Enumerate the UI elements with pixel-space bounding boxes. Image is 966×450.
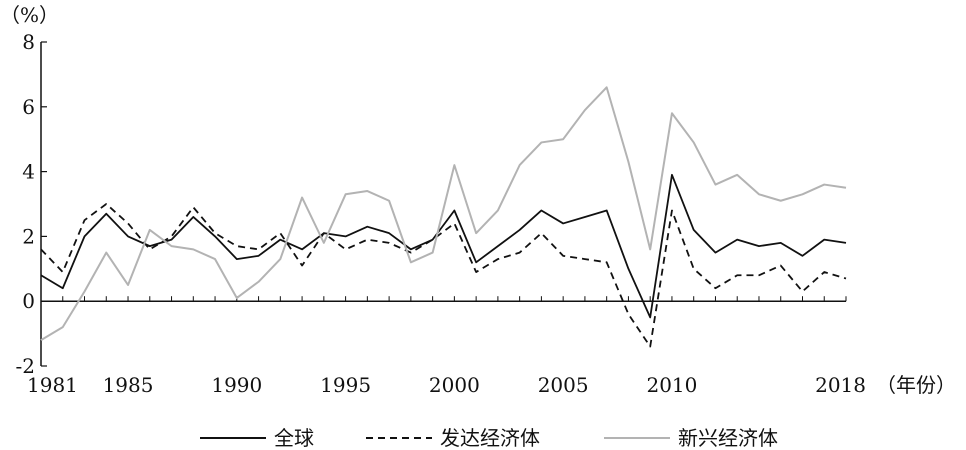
- series-group: [40, 86, 847, 348]
- x-tick-label: 2005: [538, 373, 589, 397]
- x-tick-label: 1990: [211, 373, 262, 397]
- series-line-1: [40, 173, 847, 319]
- x-tick-label: 1995: [320, 373, 371, 397]
- y-tick-label: 4: [22, 160, 35, 184]
- y-axis-unit-label: （%）: [0, 3, 59, 27]
- x-tick-label: 2000: [429, 373, 480, 397]
- x-tick-label: 2018: [815, 373, 866, 397]
- legend-label-1: 全球: [274, 426, 314, 450]
- x-tick-label: 2010: [646, 373, 697, 397]
- series-line-2: [40, 203, 847, 348]
- legend-label-2: 发达经济体: [440, 426, 540, 450]
- legend-label-3: 新兴经济体: [678, 426, 778, 450]
- y-tick-label: 8: [22, 30, 35, 54]
- axes: -2 0 2 4 6 8 1981 1985 1990 1995 2000 2005 2010 2018: [16, 30, 866, 397]
- series-line-3: [40, 86, 847, 341]
- y-tick-label: 0: [22, 289, 35, 313]
- x-axis-unit-label: （年份）: [876, 373, 956, 397]
- y-tick-label: 6: [22, 95, 35, 119]
- x-tick-label: 1985: [103, 373, 154, 397]
- y-tick-label: 2: [22, 224, 35, 248]
- y-tick-label: -2: [16, 354, 35, 378]
- x-tick-label: 1981: [27, 373, 78, 397]
- legend: 全球 发达经济体 新兴经济体: [200, 426, 778, 450]
